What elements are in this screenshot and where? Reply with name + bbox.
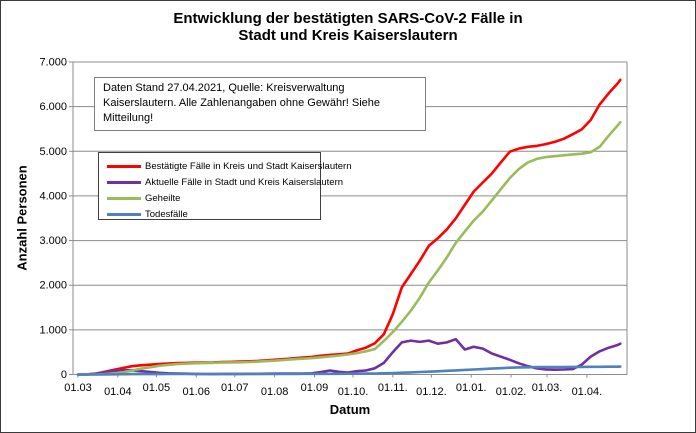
legend-line-swatch (107, 196, 141, 200)
x-axis-title: Datum (329, 402, 371, 417)
y-tick-label: 4.000 (39, 190, 67, 202)
y-tick-label: 3.000 (39, 235, 67, 247)
x-tick-label: 01.08 (261, 386, 289, 398)
y-tick-label: 7.000 (39, 57, 67, 69)
legend-item: Todesfälle (107, 206, 320, 222)
x-tick-label: 01.07 (221, 382, 249, 394)
x-tick-label: 01.11. (378, 382, 408, 394)
legend-item-label: Todesfälle (145, 208, 188, 220)
legend: Bestätigte Fälle in Kreis und Stadt Kais… (98, 152, 351, 222)
y-tick-label: 5.000 (39, 146, 67, 158)
x-tick-label: 01.03. (532, 382, 563, 394)
series-line-4 (76, 365, 622, 376)
y-tick-label: 6.000 (39, 101, 67, 113)
y-tick-label: 2.000 (39, 280, 67, 292)
x-tick-label: 01.06 (182, 386, 210, 398)
x-tick-label: 01.05 (143, 382, 171, 394)
legend-item-label: Aktuelle Fälle in Stadt und Kreis Kaiser… (145, 176, 344, 188)
y-tick-label: 1.000 (39, 324, 67, 336)
legend-item-label: Geheilte (145, 192, 181, 204)
x-tick-label: 01.10. (338, 386, 369, 398)
legend-line-swatch (107, 180, 141, 184)
legend-item: Aktuelle Fälle in Stadt und Kreis Kaiser… (107, 174, 343, 190)
legend-line-swatch (107, 164, 141, 168)
legend-line-swatch (107, 212, 141, 216)
x-tick-label: 01.12. (416, 386, 447, 398)
y-tick-label: 0 (61, 369, 67, 381)
x-tick-label: 01.04. (572, 386, 603, 398)
series-line-2 (76, 337, 622, 376)
x-tick-label: 01.02. (496, 386, 527, 398)
x-tick-label: 01.04 (104, 386, 132, 398)
x-tick-label: 01.09 (301, 382, 329, 394)
chart-title: Entwicklung der bestätigten SARS-CoV-2 F… (173, 10, 523, 44)
legend-item: Bestätigte Fälle in Kreis und Stadt Kais… (107, 158, 351, 174)
legend-item-label: Bestätigte Fälle in Kreis und Stadt Kais… (145, 160, 352, 172)
x-tick-label: 01.03 (64, 382, 92, 394)
legend-item: Geheilte (107, 190, 320, 206)
source-note: Daten Stand 27.04.2021, Quelle: Kreisver… (94, 77, 426, 131)
series-line-3 (76, 121, 622, 376)
x-tick-label: 01.01. (456, 382, 487, 394)
